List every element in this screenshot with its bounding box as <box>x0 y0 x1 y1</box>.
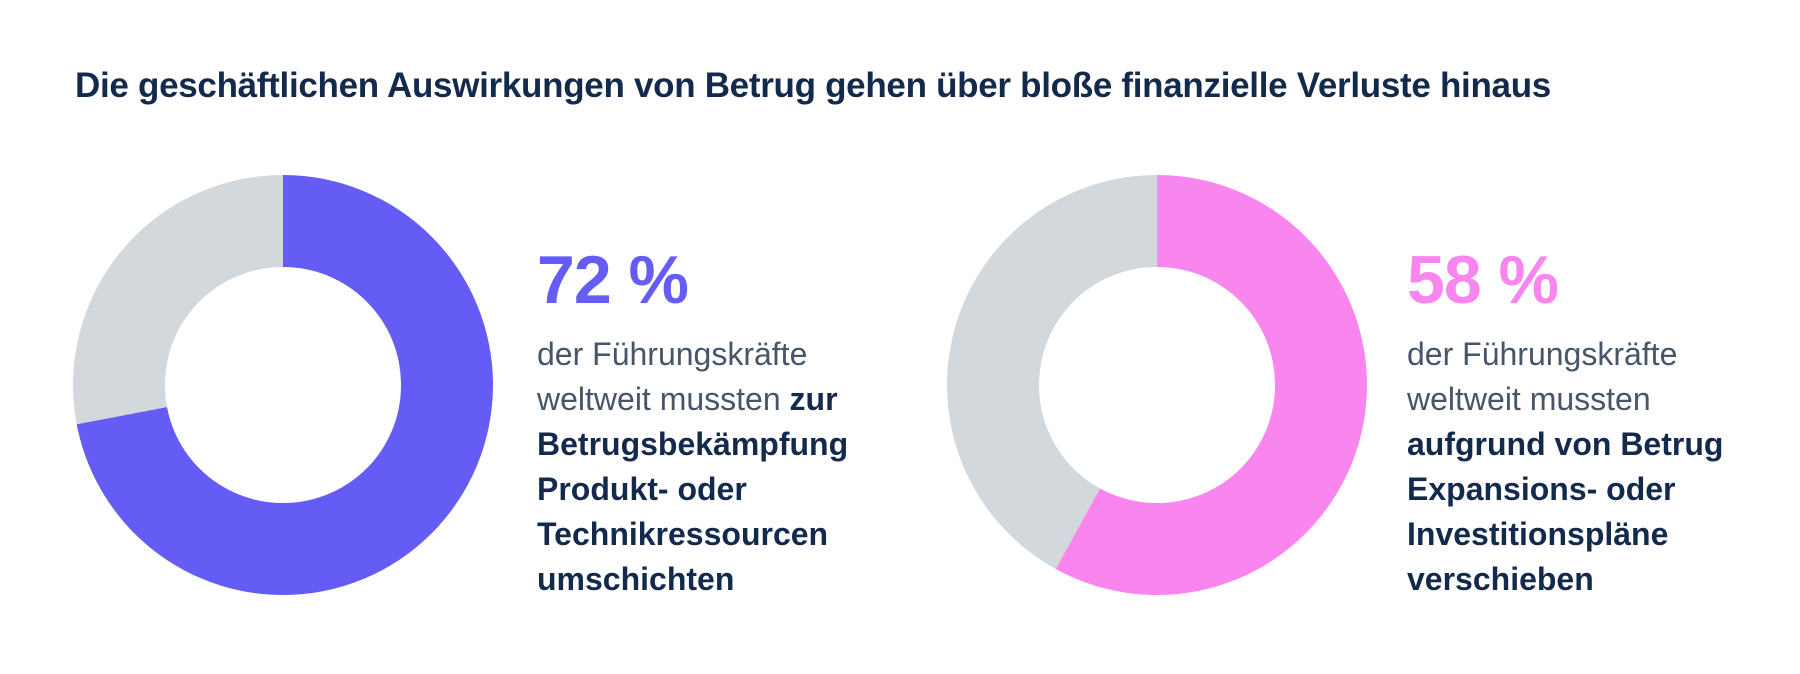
stat-desc-line: weltweit mussten <box>537 381 790 417</box>
donut-hole <box>1039 267 1275 503</box>
stat-desc-line-bold: Betrugsbekämpfung <box>537 426 849 462</box>
stat-desc-line-bold: Expansions- oder <box>1407 471 1676 507</box>
stat-desc-line: der Führungskräfte <box>1407 336 1678 372</box>
stat-description: der Führungskräfte weltweit mussten zur Be… <box>537 332 848 602</box>
stat-desc-line-bold: verschieben <box>1407 561 1594 597</box>
stat-description: der Führungskräfte weltweit mussten aufgru… <box>1407 332 1723 602</box>
stat-desc-line-bold: zur <box>789 381 838 417</box>
stat-desc-line-bold: aufgrund von Betrug <box>1407 426 1724 462</box>
stat-block-resources: 72 % der Führungskräfte weltweit mussten … <box>537 246 848 602</box>
donut-chart-plans <box>947 175 1367 595</box>
donut-chart-resources <box>73 175 493 595</box>
stat-block-plans: 58 % der Führungskräfte weltweit mussten a… <box>1407 246 1723 602</box>
stat-value-percent: 72 % <box>537 242 689 318</box>
stat-desc-line: weltweit mussten <box>1407 381 1651 417</box>
stat-desc-line-bold: Investitionspläne <box>1407 516 1669 552</box>
donut-hole <box>165 267 401 503</box>
stat-desc-line-bold: Produkt- oder <box>537 471 747 507</box>
stat-desc-line-bold: Technikressourcen <box>537 516 829 552</box>
chart-title: Die geschäftlichen Auswirkungen von Betr… <box>75 66 1551 105</box>
stat-desc-line-bold: umschichten <box>537 561 735 597</box>
stat-value-percent: 58 % <box>1407 242 1559 318</box>
stat-desc-line: der Führungskräfte <box>537 336 808 372</box>
